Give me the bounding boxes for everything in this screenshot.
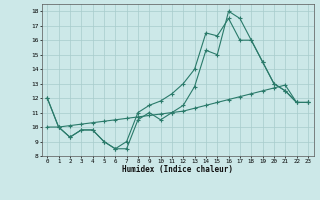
X-axis label: Humidex (Indice chaleur): Humidex (Indice chaleur)	[122, 165, 233, 174]
